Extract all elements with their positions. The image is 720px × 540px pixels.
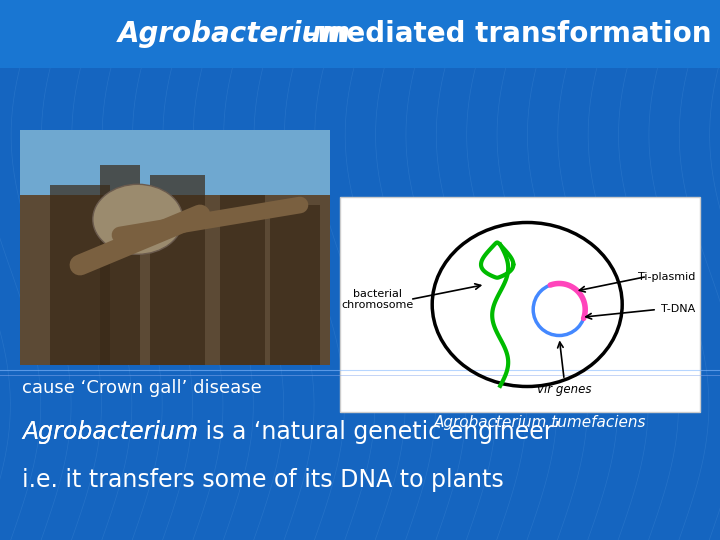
Text: -mediated transformation: -mediated transformation [306,20,711,48]
Bar [20,195,330,365]
Bar [220,195,265,365]
Bar [20,130,330,365]
Text: bacterial
chromosome: bacterial chromosome [342,289,414,310]
Bar [270,205,320,365]
Bar [0,0,720,68]
Text: Agrobacterium: Agrobacterium [22,420,198,444]
Bar [20,130,330,195]
Bar [100,165,140,365]
Text: Agrobacterium: Agrobacterium [118,20,351,48]
Text: Agrobacterium: Agrobacterium [22,420,198,444]
Text: vir genes: vir genes [537,383,591,396]
Bar [340,197,700,412]
Ellipse shape [93,184,183,254]
Text: T-DNA: T-DNA [661,305,695,314]
Bar [150,175,205,365]
Text: i.e. it transfers some of its DNA to plants: i.e. it transfers some of its DNA to pla… [22,468,504,492]
Text: Ti-plasmid: Ti-plasmid [638,272,695,281]
Text: Agrobacterium tumefaciens: Agrobacterium tumefaciens [433,415,647,429]
Text: is a ‘natural genetic engineer’: is a ‘natural genetic engineer’ [198,420,561,444]
Text: cause ‘Crown gall’ disease: cause ‘Crown gall’ disease [22,379,262,397]
Bar [50,185,110,365]
